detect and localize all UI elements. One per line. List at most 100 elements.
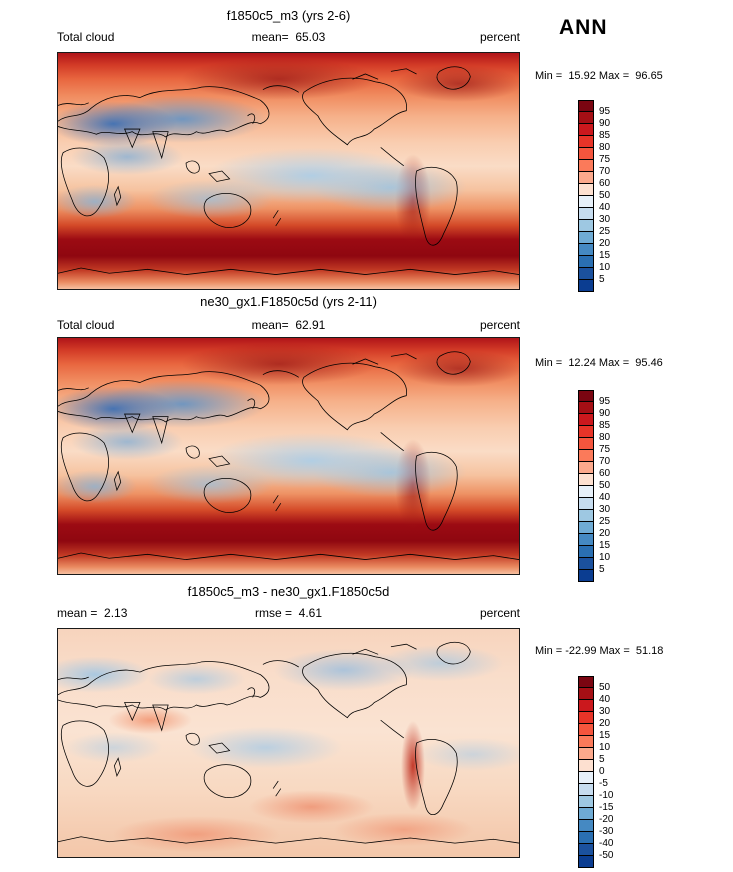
colorbar-tick-label: 15: [599, 540, 611, 551]
colorbar-box: [578, 558, 594, 570]
map-difference: [57, 628, 520, 858]
colorbar-tick-label: 10: [599, 552, 611, 563]
colorbar-tick-label: 25: [599, 516, 611, 527]
colorbar-tick-label: 60: [599, 178, 611, 189]
colorbar-tick-label: -10: [599, 790, 614, 801]
colorbar-box: [578, 474, 594, 486]
colorbar-box: [578, 522, 594, 534]
colorbar-tick-label: 70: [599, 456, 611, 467]
colorbar-tick-label: 5: [599, 754, 605, 765]
map-case1: [57, 52, 520, 290]
rmse-stat-label: rmse = 4.61: [254, 606, 323, 620]
colorbar-box: [578, 510, 594, 522]
colorbar-box: [578, 844, 594, 856]
colorbar-box: [578, 546, 594, 558]
mean-stat-label: mean= 62.91: [251, 318, 326, 332]
colorbar-box: [578, 796, 594, 808]
colorbar-box: [578, 808, 594, 820]
colorbar-box: [578, 760, 594, 772]
colorbar-tick-label: 95: [599, 106, 611, 117]
coastline-overlay: [58, 66, 519, 275]
colorbar-tick-label: 50: [599, 480, 611, 491]
colorbar-tick-label: 40: [599, 202, 611, 213]
colorbar-box: [578, 426, 594, 438]
panel-title: f1850c5_m3 - ne30_gx1.F1850c5d: [187, 584, 390, 599]
colorbar-tick-label: 90: [599, 118, 611, 129]
colorbar-box: [578, 208, 594, 220]
colorbar-tick-label: 90: [599, 408, 611, 419]
colorbar-tick-label: 10: [599, 742, 611, 753]
variable-label: Total cloud: [57, 318, 115, 332]
colorbar-tick-label: -15: [599, 802, 614, 813]
colorbar-box: [578, 820, 594, 832]
colorbar-box: [578, 534, 594, 546]
colorbar-box: [578, 450, 594, 462]
units-label: percent: [479, 606, 520, 620]
panel-title: f1850c5_m3 (yrs 2-6): [226, 8, 351, 23]
colorbar-tick-label: -40: [599, 838, 614, 849]
colorbar-box: [578, 688, 594, 700]
colorbar-tick-label: 85: [599, 130, 611, 141]
colorbar-box: [578, 160, 594, 172]
colorbar-tick-label: 70: [599, 166, 611, 177]
colorbar-box: [578, 148, 594, 160]
units-label: percent: [479, 30, 520, 44]
variable-label: Total cloud: [57, 30, 115, 44]
season-label: ANN: [559, 16, 608, 39]
colorbar-box: [578, 390, 594, 402]
colorbar-tick-label: -5: [599, 778, 608, 789]
colorbar-tick-label: 95: [599, 396, 611, 407]
colorbar-box: [578, 462, 594, 474]
panel-title: ne30_gx1.F1850c5d (yrs 2-11): [200, 294, 377, 309]
colorbar-tick-label: 15: [599, 730, 611, 741]
colorbar-tick-label: 20: [599, 528, 611, 539]
minmax-label: Min = -22.99 Max = 51.18: [535, 645, 664, 657]
colorbar-tick-label: 10: [599, 262, 611, 273]
colorbar-tick-label: 80: [599, 142, 611, 153]
colorbar-box: [578, 280, 594, 292]
colorbar-tick-label: 20: [599, 718, 611, 729]
colorbar-tick-label: 75: [599, 154, 611, 165]
colorbar-tick-label: -20: [599, 814, 614, 825]
colorbar-box: [578, 256, 594, 268]
colorbar-tick-label: -30: [599, 826, 614, 837]
colorbar-tick-label: 40: [599, 694, 611, 705]
coastline-overlay: [58, 641, 519, 844]
map-case2: [57, 337, 520, 575]
colorbar-box: [578, 136, 594, 148]
colorbar-tick-label: 75: [599, 444, 611, 455]
colorbar-box: [578, 832, 594, 844]
colorbar-tick-label: 85: [599, 420, 611, 431]
colorbar-case1: 95 90 85 80 75 70 60 50 40 30 25 20 15 10 5: [578, 100, 610, 292]
colorbar-box: [578, 196, 594, 208]
minmax-label: Min = 15.92 Max = 96.65: [535, 70, 663, 82]
colorbar-tick-label: 50: [599, 682, 611, 693]
colorbar-box: [578, 100, 594, 112]
colorbar-box: [578, 784, 594, 796]
colorbar-box: [578, 570, 594, 582]
colorbar-box: [578, 414, 594, 426]
colorbar-box: [578, 244, 594, 256]
colorbar-box: [578, 172, 594, 184]
coastline-overlay: [58, 351, 519, 560]
colorbar-box: [578, 856, 594, 868]
colorbar-box: [578, 438, 594, 450]
colorbar-box: [578, 486, 594, 498]
units-label: percent: [479, 318, 520, 332]
colorbar-tick-label: 30: [599, 706, 611, 717]
colorbar-tick-label: 5: [599, 274, 605, 285]
colorbar-box: [578, 748, 594, 760]
colorbar-difference: 50 40 30 20 15 10 5 0 -5 -10 -15 -20 -30 -40 -50: [578, 676, 613, 868]
colorbar-tick-label: -50: [599, 850, 614, 861]
colorbar-tick-label: 15: [599, 250, 611, 261]
colorbar-tick-label: 20: [599, 238, 611, 249]
colorbar-tick-label: 25: [599, 226, 611, 237]
colorbar-tick-label: 60: [599, 468, 611, 479]
colorbar-box: [578, 232, 594, 244]
colorbar-box: [578, 772, 594, 784]
colorbar-box: [578, 268, 594, 280]
colorbar-box: [578, 402, 594, 414]
colorbar-box: [578, 712, 594, 724]
colorbar-tick-label: 40: [599, 492, 611, 503]
